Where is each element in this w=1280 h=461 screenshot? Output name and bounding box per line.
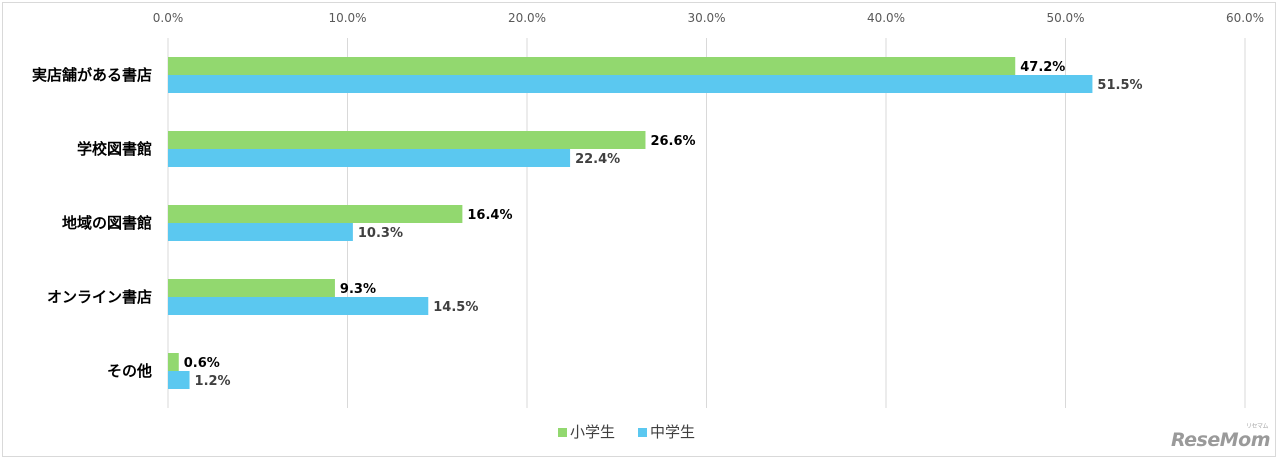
data-label: 10.3% <box>358 226 403 241</box>
category-label: 学校図書館 <box>77 140 152 158</box>
x-tick-label: 10.0% <box>328 11 366 25</box>
logo-ruby: リセマム <box>1245 423 1269 430</box>
category-label: 地域の図書館 <box>62 214 152 232</box>
legend-label: 小学生 <box>570 423 615 441</box>
data-label: 1.2% <box>195 374 231 389</box>
category-label: その他 <box>107 362 152 380</box>
data-label: 26.6% <box>650 134 695 149</box>
data-label: 14.5% <box>433 300 478 315</box>
bar <box>168 371 190 389</box>
data-label: 22.4% <box>575 152 620 167</box>
legend-swatch <box>638 428 647 437</box>
bar <box>168 205 463 223</box>
x-tick-label: 20.0% <box>508 11 546 25</box>
bar <box>168 353 179 371</box>
bar <box>168 57 1016 75</box>
legend-label: 中学生 <box>650 423 695 441</box>
bar <box>168 75 1093 93</box>
legend-swatch <box>558 428 567 437</box>
data-label: 9.3% <box>340 282 376 297</box>
data-label: 16.4% <box>467 208 512 223</box>
x-tick-label: 30.0% <box>687 11 725 25</box>
bar <box>168 131 646 149</box>
bar <box>168 149 571 167</box>
data-label: 47.2% <box>1020 60 1065 75</box>
resemom-logo: ReseMom リセマム <box>1170 423 1271 451</box>
category-label: オンライン書店 <box>47 288 152 306</box>
category-label: 実店舗がある書店 <box>32 66 152 84</box>
bar <box>168 279 335 297</box>
logo-text: ReseMom <box>1170 429 1271 451</box>
bar <box>168 297 429 315</box>
x-tick-label: 0.0% <box>153 11 184 25</box>
data-label: 51.5% <box>1097 78 1142 93</box>
x-tick-label: 60.0% <box>1226 11 1264 25</box>
x-tick-label: 50.0% <box>1046 11 1084 25</box>
x-tick-label: 40.0% <box>867 11 905 25</box>
bar <box>168 223 353 241</box>
data-label: 0.6% <box>184 356 220 371</box>
